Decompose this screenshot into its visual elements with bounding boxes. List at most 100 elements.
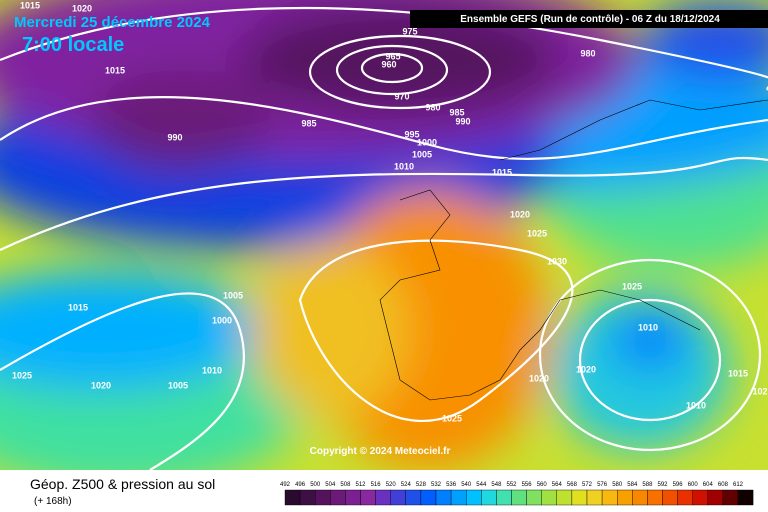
isobar-label: 1015 [68,302,88,312]
scale-label: 532 [431,482,442,488]
scale-swatch [722,489,739,506]
isobar-label: 1005 [223,290,243,300]
scale-label: 508 [340,482,351,488]
isobar-label: 1010 [686,400,706,410]
isobar-label: 970 [394,91,409,101]
isobar-label: 990 [455,116,470,126]
scale-swatch [586,489,603,506]
scale-swatch [556,489,573,506]
scale-swatch [284,489,301,506]
scale-swatch [435,489,452,506]
scale-label: 548 [491,482,502,488]
isobar-label: 980 [580,48,595,58]
scale-swatch [466,489,482,506]
isobar-label: 1000 [417,137,437,147]
scale-swatch [632,489,648,506]
isobar-label: 1020 [529,373,549,383]
scale-swatch [601,489,618,506]
scale-label: 564 [552,482,563,488]
isobar-label: 1015 [105,65,125,75]
scale-label: 504 [325,482,336,488]
scale-label: 528 [416,482,427,488]
isobar-label: 975 [402,26,417,36]
color-scale: 492 496 500 504 508 512 516 520 524 528 532 536 540 5… [280,482,754,506]
scale-swatch [692,489,709,506]
scale-swatch [617,489,633,506]
scale-swatch [737,489,754,506]
scale-label: 596 [673,482,684,488]
model-banner [410,10,768,28]
date: Mercredi 25 décembre 2024 [14,14,211,31]
scale-swatch [405,489,422,506]
scale-swatch [496,489,512,506]
scale-label: 500 [310,482,321,488]
isobar-label: 1010 [202,365,222,375]
scale-label: 496 [295,482,306,488]
scale-swatch [541,489,558,506]
scale-swatch [450,489,467,506]
isobar-label: 985 [449,107,464,117]
isobar-label: 1015 [492,167,512,177]
scale-swatch [511,489,527,506]
scale-label: 524 [401,482,412,488]
scale-swatch [481,489,497,506]
isobar-label: 1020 [576,364,596,374]
isobar-label: 1020 [91,380,111,390]
scale-label: 556 [522,482,533,488]
scale-label: 544 [476,482,487,488]
isobar-label: 1005 [168,380,188,390]
scale-label: 588 [642,482,653,488]
scale-label: 612 [733,482,744,488]
isobar-label: 1015 [20,0,40,10]
scale-swatch [526,489,542,506]
isobar-label: 1025 [12,370,32,380]
scale-label: 540 [461,482,472,488]
scale-label: 492 [280,482,291,488]
isobar-label: 1005 [412,149,432,159]
scale-label: 536 [446,482,457,488]
scale-swatch [345,489,361,506]
scale-swatch [662,489,678,506]
time: 7:00 locale [22,34,124,56]
scale-swatch [390,489,407,506]
scale-label: 584 [627,482,638,488]
isobar-label: 1010 [394,161,414,171]
copyright: Copyright © 2024 Meteociel.fr [310,446,451,457]
scale-swatch [420,489,437,506]
isobars [0,6,768,470]
isobar-label: 960 [381,59,396,69]
scale-label: 604 [703,482,714,488]
isobar-label: 1020 [510,209,530,219]
model-info: Ensemble GEFS (Run de contrôle) - 06 Z d… [460,14,720,25]
isobar-label: 995 [404,129,419,139]
scale-label: 512 [355,482,366,488]
isobar-label: 102 [752,386,767,396]
scale-swatch [375,489,391,506]
isobar-label: 1025 [527,228,547,238]
isobar-label: 980 [425,102,440,112]
footer-subtitle: (+ 168h) [34,496,72,507]
isobar-label: 1010 [638,322,658,332]
scale-label: 520 [386,482,397,488]
scale-swatch [677,489,693,506]
isobar-label: 990 [167,132,182,142]
coastlines [379,99,768,401]
scale-label: 572 [582,482,593,488]
scale-swatch [647,489,663,506]
isobar-label: 1015 [728,368,748,378]
scale-label: 592 [657,482,668,488]
isobar-label: 1025 [622,281,642,291]
scale-label: 560 [537,482,548,488]
scale-swatch [360,489,376,506]
scale-swatch [315,489,331,506]
isobar-label: 1030 [547,256,567,266]
scale-label: 580 [612,482,623,488]
scale-label: 600 [688,482,699,488]
isobar-label: 1020 [72,3,92,13]
field [0,0,768,470]
isobar-label: 985 [301,118,316,128]
scale-swatch [571,489,588,506]
scale-label: 516 [371,482,382,488]
